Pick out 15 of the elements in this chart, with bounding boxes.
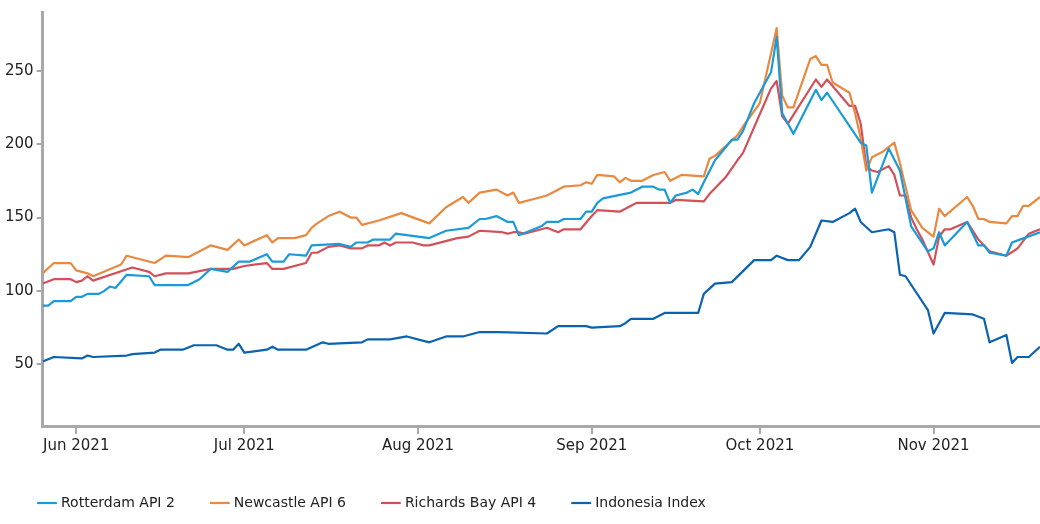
x-tick-label: Jul 2021 [212, 435, 275, 454]
x-tick-label: Nov 2021 [897, 435, 970, 454]
legend-label: Newcastle API 6 [233, 493, 346, 510]
y-tick-label: 150 [4, 207, 34, 226]
x-tick-label: Oct 2021 [725, 435, 795, 454]
x-tick-label: Sep 2021 [556, 435, 628, 454]
legend-label: Rotterdam API 2 [61, 493, 175, 510]
x-tick-label: Aug 2021 [381, 435, 455, 454]
x-tick-label: Jun 2021 [42, 435, 110, 454]
y-tick-label: 200 [4, 134, 34, 153]
legend-label: Richards Bay API 4 [404, 493, 537, 510]
y-tick-label: 50 [14, 354, 34, 373]
y-tick-label: 250 [4, 60, 34, 79]
y-tick-label: 100 [4, 280, 34, 299]
legend-label: Indonesia Index [595, 493, 706, 510]
